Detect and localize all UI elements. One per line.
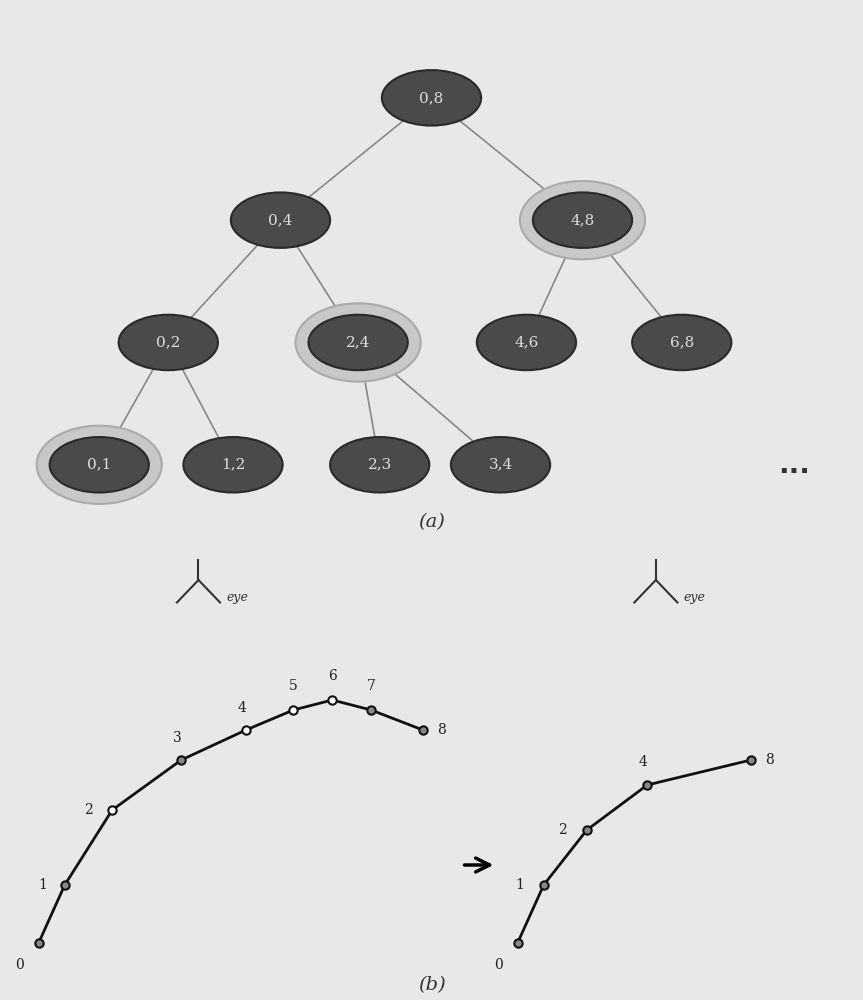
Ellipse shape bbox=[520, 181, 645, 259]
Text: ...: ... bbox=[778, 451, 809, 479]
Text: 1: 1 bbox=[39, 878, 47, 892]
Ellipse shape bbox=[295, 303, 420, 382]
Text: 0: 0 bbox=[16, 958, 24, 972]
Text: 3: 3 bbox=[173, 730, 181, 744]
Text: 7: 7 bbox=[367, 679, 375, 693]
Ellipse shape bbox=[450, 437, 550, 492]
Text: (b): (b) bbox=[418, 976, 445, 994]
Text: 0,4: 0,4 bbox=[268, 213, 293, 227]
Ellipse shape bbox=[632, 315, 732, 370]
Ellipse shape bbox=[36, 426, 162, 504]
Text: eye: eye bbox=[683, 591, 705, 604]
Text: (a): (a) bbox=[418, 513, 445, 531]
Text: 0: 0 bbox=[494, 958, 503, 972]
Ellipse shape bbox=[119, 315, 217, 370]
Text: 2: 2 bbox=[84, 803, 92, 817]
Ellipse shape bbox=[476, 315, 576, 370]
Text: 0,8: 0,8 bbox=[419, 91, 444, 105]
Ellipse shape bbox=[532, 192, 632, 248]
Text: 8: 8 bbox=[765, 753, 774, 767]
Text: 3,4: 3,4 bbox=[488, 458, 513, 472]
Text: 2: 2 bbox=[558, 823, 567, 837]
Text: 2,3: 2,3 bbox=[368, 458, 392, 472]
Text: 4,6: 4,6 bbox=[514, 335, 539, 349]
Text: 6: 6 bbox=[328, 669, 337, 683]
Ellipse shape bbox=[381, 70, 482, 126]
Text: 1,2: 1,2 bbox=[221, 458, 245, 472]
Ellipse shape bbox=[230, 192, 330, 248]
Text: 0,1: 0,1 bbox=[87, 458, 111, 472]
Text: 6,8: 6,8 bbox=[670, 335, 694, 349]
Ellipse shape bbox=[309, 315, 407, 370]
Text: 5: 5 bbox=[289, 679, 298, 693]
Text: 4: 4 bbox=[639, 756, 647, 770]
Text: 1: 1 bbox=[515, 878, 524, 892]
Ellipse shape bbox=[184, 437, 283, 492]
Text: eye: eye bbox=[226, 591, 248, 604]
Text: 4,8: 4,8 bbox=[570, 213, 595, 227]
Text: 0,2: 0,2 bbox=[156, 335, 180, 349]
Text: 8: 8 bbox=[438, 723, 446, 737]
Ellipse shape bbox=[330, 437, 429, 492]
Ellipse shape bbox=[50, 437, 149, 492]
Text: 4: 4 bbox=[237, 700, 246, 714]
Text: 2,4: 2,4 bbox=[346, 335, 370, 349]
